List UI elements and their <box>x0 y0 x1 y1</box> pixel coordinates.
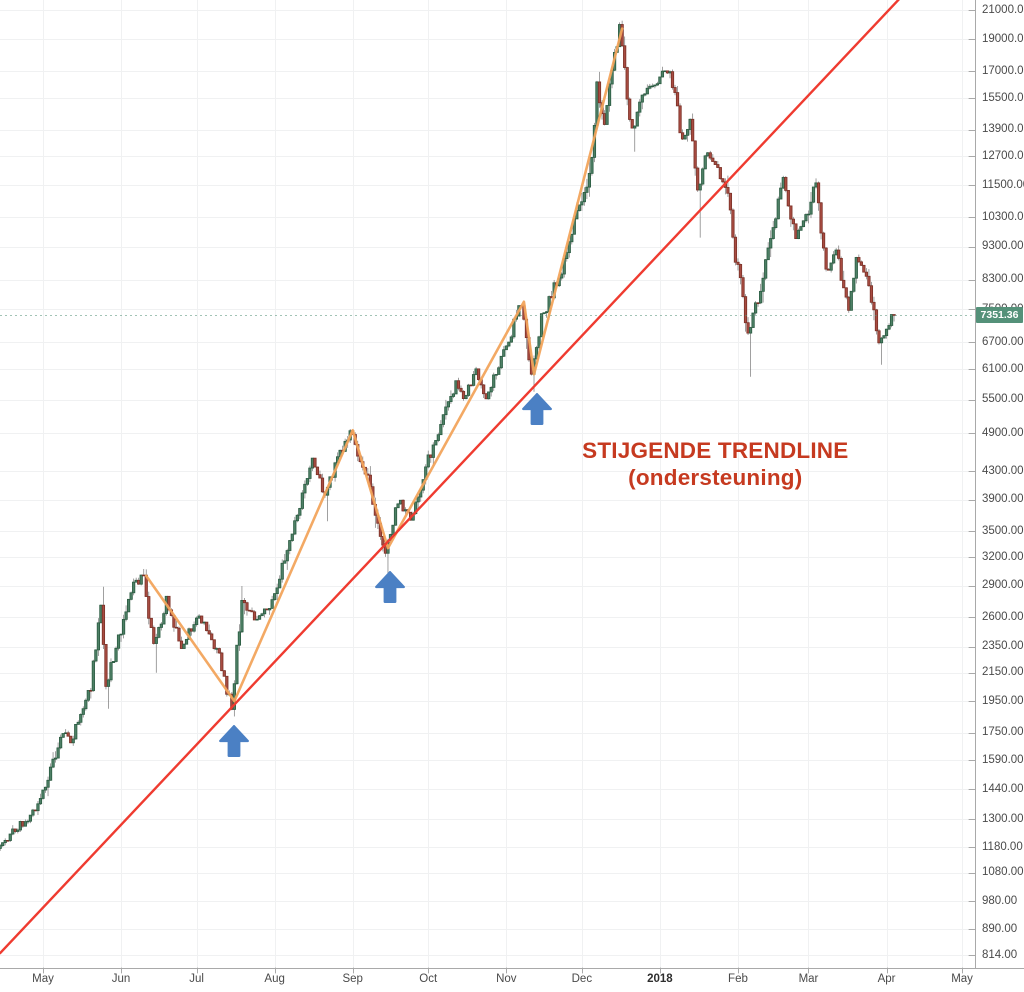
price-axis-label: 3500.00 <box>982 524 1024 537</box>
price-axis-label: 2600.00 <box>982 610 1024 623</box>
price-axis-label: 890.00 <box>982 922 1018 935</box>
time-axis-label: Dec <box>571 973 593 985</box>
price-axis-label: 21000.00 <box>982 3 1024 16</box>
time-axis[interactable]: May Jun Jul Aug Sep Oct Nov Dec 2018 Feb Mar Apr May <box>0 968 1024 992</box>
price-axis-label: 13900.00 <box>982 123 1024 136</box>
last-price-value: 7351.36 <box>980 309 1019 322</box>
price-axis-label: 12700.00 <box>982 149 1024 162</box>
price-axis-label: 2900.00 <box>982 579 1024 592</box>
time-axis-label: Jun <box>111 973 131 985</box>
time-axis-label: Oct <box>419 973 438 985</box>
time-axis-label: Sep <box>342 973 363 985</box>
price-axis-label: 19000.00 <box>982 32 1024 45</box>
time-axis-label: May <box>951 973 973 985</box>
price-axis-label: 1590.00 <box>982 753 1024 766</box>
price-axis-label: 980.00 <box>982 894 1018 907</box>
price-axis-label: 6100.00 <box>982 362 1024 375</box>
trendline-annotation[interactable]: STIJGENDE TRENDLINE (ondersteuning) <box>582 437 848 491</box>
price-axis-label: 1180.00 <box>982 840 1023 853</box>
annotation-line2: (ondersteuning) <box>628 464 803 490</box>
price-axis-label: 5500.00 <box>982 393 1024 406</box>
time-axis-label: Jul <box>189 973 204 985</box>
price-axis-label: 1750.00 <box>982 726 1024 739</box>
price-axis-label: 1950.00 <box>982 694 1024 707</box>
trendline-touch-up-arrow-icon[interactable] <box>521 393 552 430</box>
price-axis-label: 2350.00 <box>982 640 1024 653</box>
price-axis-label: 814.00 <box>982 948 1018 961</box>
time-axis-label: 2018 <box>647 973 673 985</box>
price-axis-label: 8300.00 <box>982 273 1024 286</box>
price-axis-label: 3900.00 <box>982 493 1024 506</box>
price-axis-label: 2150.00 <box>982 666 1024 679</box>
trendline-touch-up-arrow-icon[interactable] <box>219 725 250 762</box>
price-axis-label: 17000.00 <box>982 64 1024 77</box>
price-axis-label: 11500.00 <box>982 178 1024 191</box>
trendline-touch-up-arrow-icon[interactable] <box>375 570 406 608</box>
time-axis-label: May <box>32 973 54 985</box>
time-axis-label: Aug <box>264 973 285 985</box>
time-axis-label: Mar <box>798 973 819 985</box>
price-axis-label: 4900.00 <box>982 426 1024 439</box>
price-axis-label: 9300.00 <box>982 240 1024 253</box>
price-axis-label: 4300.00 <box>982 464 1024 477</box>
time-axis-label: Apr <box>877 973 896 985</box>
time-axis-label: Nov <box>496 973 517 985</box>
price-axis-label: 3200.00 <box>982 550 1024 563</box>
price-axis-label: 1440.00 <box>982 782 1024 795</box>
annotation-line1: STIJGENDE TRENDLINE <box>582 437 849 463</box>
price-axis-label: 10300.00 <box>982 210 1024 223</box>
price-axis[interactable]: 21000.00 19000.00 17000.00 15500.00 13900.00… <box>975 0 1024 968</box>
price-axis-label: 6700.00 <box>982 335 1024 348</box>
price-axis-label: 1080.00 <box>982 866 1024 879</box>
price-axis-label: 1300.00 <box>982 812 1024 825</box>
time-axis-label: Feb <box>728 973 748 985</box>
last-price-tag: 7351.36 <box>976 307 1023 324</box>
price-axis-label: 15500.00 <box>982 91 1024 104</box>
